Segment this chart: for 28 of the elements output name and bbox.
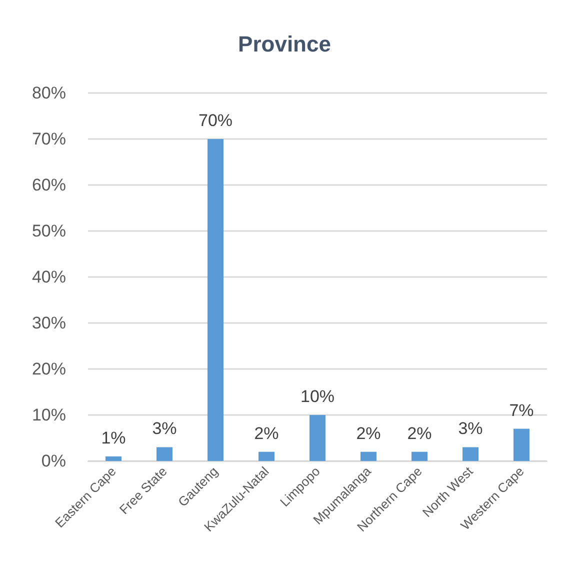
bar — [412, 452, 428, 461]
y-tick-label: 20% — [32, 360, 66, 378]
data-label: 2% — [254, 424, 279, 443]
data-label: 7% — [509, 400, 534, 420]
data-label: 2% — [407, 424, 432, 443]
bar — [106, 456, 122, 461]
bar — [310, 415, 326, 461]
y-tick-label: 0% — [41, 452, 66, 470]
y-tick-label: 80% — [32, 84, 66, 102]
data-label: 2% — [356, 424, 381, 443]
y-tick-label: 50% — [32, 222, 66, 240]
data-label: 1% — [101, 428, 126, 448]
y-tick-label: 10% — [32, 406, 66, 424]
y-tick-label: 70% — [32, 130, 66, 148]
bar — [360, 452, 376, 461]
data-label: 3% — [458, 419, 483, 438]
bar — [258, 452, 274, 461]
y-tick-label: 40% — [32, 268, 66, 286]
bar — [462, 447, 478, 461]
data-label: 70% — [198, 111, 233, 130]
bar — [514, 428, 530, 461]
chart-title: Province — [238, 32, 331, 56]
bar — [208, 139, 224, 461]
bar — [156, 447, 172, 461]
y-tick-label: 30% — [32, 314, 66, 332]
data-label: 10% — [300, 387, 335, 406]
y-tick-label: 60% — [32, 176, 66, 194]
data-label: 3% — [152, 419, 177, 438]
